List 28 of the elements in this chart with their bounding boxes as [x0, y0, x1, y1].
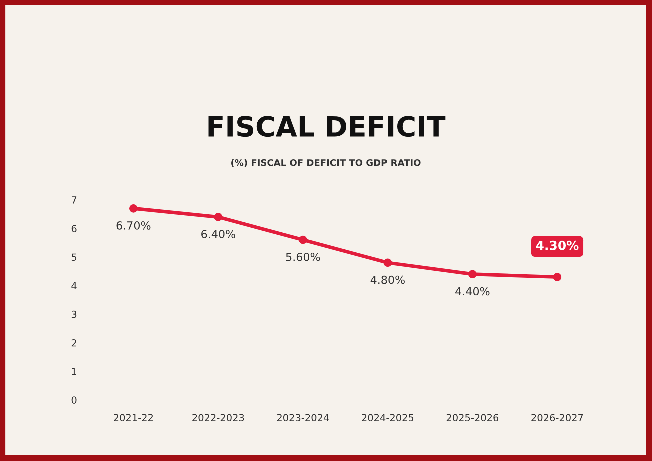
point [214, 213, 223, 222]
data-label: 6.70% [116, 222, 151, 230]
x-tick-label: 2021-22 [114, 414, 153, 422]
y-tick-label: 7 [72, 196, 77, 204]
x-tick-label: 2026-2027 [532, 414, 584, 422]
x-tick-label: 2022-2023 [192, 414, 244, 422]
x-tick-label: 2025-2026 [446, 414, 499, 422]
data-label: 4.30% [536, 240, 579, 250]
x-tick-label: 2024-2025 [362, 414, 414, 422]
y-tick-label: 5 [72, 254, 77, 262]
point [384, 258, 392, 268]
point [468, 270, 477, 279]
y-tick-label: 6 [72, 225, 77, 232]
y-tick-label: 0 [72, 396, 77, 404]
y-tick-label: 2 [72, 339, 76, 347]
data-label: 4.80% [370, 276, 405, 284]
point [129, 204, 138, 213]
point [553, 273, 562, 282]
y-tick-label: 1 [72, 368, 76, 376]
data-label: 6.40% [202, 230, 236, 239]
point [299, 236, 308, 244]
chart-subtitle: (%) FISCAL OF DEFICIT TO GDP RATIO [232, 159, 421, 168]
data-label: 5.60% [286, 252, 320, 262]
y-tick-label: 3 [72, 310, 77, 318]
y-tick-label: 4 [72, 282, 77, 290]
data-label: 4.40% [456, 287, 490, 296]
x-tick-label: 2023-2024 [277, 414, 330, 422]
chart-title: FISCAL DEFICIT [208, 116, 446, 138]
